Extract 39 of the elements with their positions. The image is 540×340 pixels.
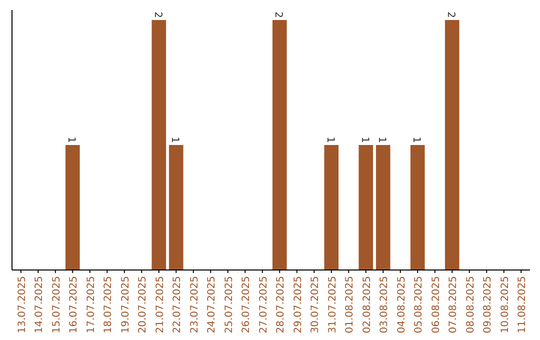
x-tick-label: 31.07.2025 bbox=[327, 276, 338, 334]
data-label: 1 bbox=[410, 136, 422, 143]
x-tick-label: 07.08.2025 bbox=[448, 276, 460, 334]
x-tick-label: 16.07.2025 bbox=[68, 276, 80, 334]
x-tick-label: 05.08.2025 bbox=[414, 276, 425, 334]
x-tick-label: 29.07.2025 bbox=[292, 276, 304, 334]
x-tick-label: 06.08.2025 bbox=[430, 276, 442, 334]
x-tick-label: 11.08.2025 bbox=[517, 276, 528, 334]
x-tick-label: 04.08.2025 bbox=[396, 276, 408, 334]
x-tick-label: 17.07.2025 bbox=[86, 276, 97, 334]
x-tick-label: 21.07.2025 bbox=[154, 276, 166, 334]
x-tick-label: 10.08.2025 bbox=[500, 276, 511, 334]
x-tick-label: 18.07.2025 bbox=[103, 276, 114, 334]
x-tick-label: 14.07.2025 bbox=[34, 276, 46, 334]
x-tick-label: 03.08.2025 bbox=[379, 276, 390, 334]
x-tick-label: 19.07.2025 bbox=[120, 276, 132, 334]
data-label: 1 bbox=[358, 136, 370, 143]
x-tick-label: 30.07.2025 bbox=[310, 276, 322, 334]
data-label: 2 bbox=[152, 12, 163, 18]
data-label: 2 bbox=[445, 12, 456, 18]
x-tick-label: 27.07.2025 bbox=[258, 276, 270, 334]
x-tick-label: 13.07.2025 bbox=[16, 276, 28, 334]
x-tick-label: 20.07.2025 bbox=[138, 276, 149, 334]
x-tick-label: 23.07.2025 bbox=[189, 276, 200, 334]
x-tick-label: 25.07.2025 bbox=[224, 276, 235, 334]
x-tick-label: 08.08.2025 bbox=[465, 276, 476, 334]
x-tick-label: 01.08.2025 bbox=[344, 276, 356, 334]
data-label: 1 bbox=[376, 136, 388, 143]
x-tick-label: 24.07.2025 bbox=[206, 276, 218, 334]
data-label: 2 bbox=[272, 12, 284, 18]
data-label: 1 bbox=[66, 136, 77, 143]
x-tick-label: 02.08.2025 bbox=[362, 276, 373, 334]
data-label: 1 bbox=[169, 136, 180, 143]
x-tick-label: 28.07.2025 bbox=[276, 276, 287, 334]
data-label: 1 bbox=[324, 136, 336, 143]
x-tick-label: 22.07.2025 bbox=[172, 276, 184, 334]
x-tick-label: 26.07.2025 bbox=[241, 276, 252, 334]
x-tick-label: 09.08.2025 bbox=[482, 276, 494, 334]
x-tick-label: 15.07.2025 bbox=[51, 276, 62, 334]
